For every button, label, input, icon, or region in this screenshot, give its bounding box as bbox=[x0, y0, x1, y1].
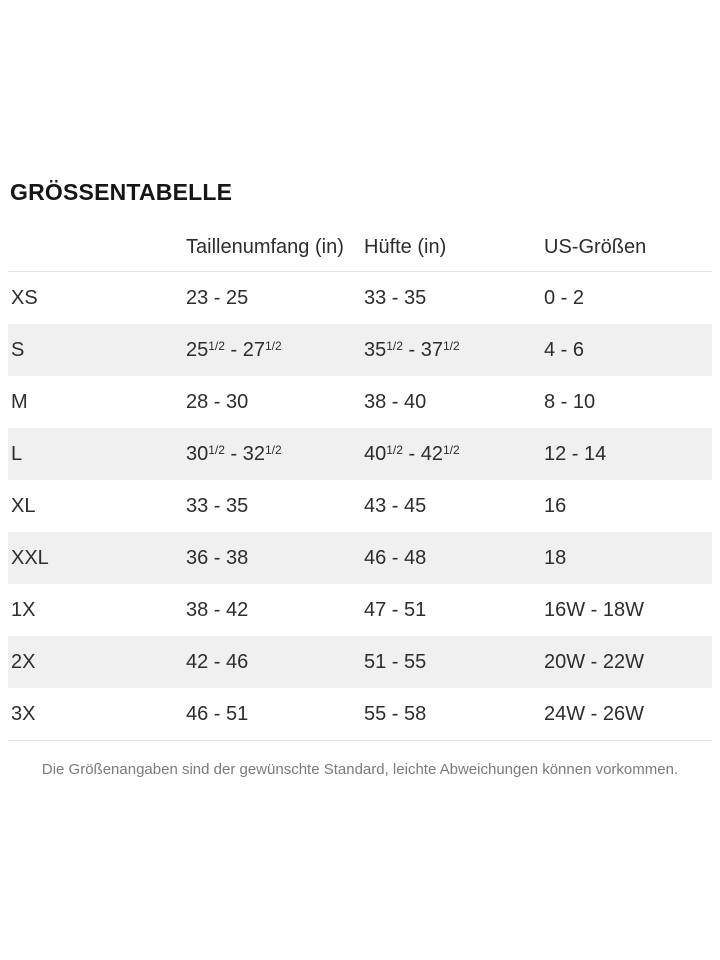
hip-range: 33 - 35 bbox=[364, 286, 427, 309]
us-size-range: 4 - 6 bbox=[544, 338, 585, 361]
waist-range: 36 - 38 bbox=[186, 546, 249, 569]
table-row: XXL 36 - 38 46 - 48 18 bbox=[8, 532, 712, 584]
footer-note: Die Größenangaben sind der gewünschte St… bbox=[41, 761, 679, 778]
size-label: 2X bbox=[11, 650, 36, 673]
waist-range: 42 - 46 bbox=[186, 650, 249, 673]
hip-range: 47 - 51 bbox=[364, 598, 427, 621]
size-label: M bbox=[11, 390, 28, 413]
size-label: S bbox=[11, 338, 25, 361]
waist-range: 301/2 - 321/2 bbox=[186, 442, 282, 465]
size-label: XXL bbox=[11, 546, 49, 569]
waist-range: 33 - 35 bbox=[186, 494, 249, 517]
column-header-hip: Hüfte (in) bbox=[364, 236, 447, 258]
size-table: Taillenumfang (in) Hüfte (in) US-Größen … bbox=[8, 203, 712, 740]
page-title: GRÖSSENTABELLE bbox=[10, 179, 233, 205]
us-size-range: 16 bbox=[544, 494, 567, 517]
us-size-range: 12 - 14 bbox=[544, 442, 607, 465]
size-label: XL bbox=[11, 494, 36, 517]
size-label: 1X bbox=[11, 598, 36, 621]
size-label: 3X bbox=[11, 702, 36, 725]
hip-range: 51 - 55 bbox=[364, 650, 427, 673]
column-header-waist: Taillenumfang (in) bbox=[186, 236, 344, 258]
column-header-us-sizes: US-Größen bbox=[544, 236, 647, 258]
waist-range: 38 - 42 bbox=[186, 598, 249, 621]
size-label: XS bbox=[11, 286, 38, 309]
us-size-range: 16W - 18W bbox=[544, 598, 645, 621]
table-row: 3X 46 - 51 55 - 58 24W - 26W bbox=[8, 688, 712, 740]
hip-range: 351/2 - 371/2 bbox=[364, 338, 460, 361]
waist-range: 46 - 51 bbox=[186, 702, 249, 725]
footer-section: Die Größenangaben sind der gewünschte St… bbox=[8, 740, 712, 779]
hip-range: 46 - 48 bbox=[364, 546, 427, 569]
table-row: 2X 42 - 46 51 - 55 20W - 22W bbox=[8, 636, 712, 688]
table-header-row: Taillenumfang (in) Hüfte (in) US-Größen bbox=[8, 203, 712, 272]
hip-range: 38 - 40 bbox=[364, 390, 427, 413]
table-row: XL 33 - 35 43 - 45 16 bbox=[8, 480, 712, 532]
hip-range: 43 - 45 bbox=[364, 494, 427, 517]
table-row: 1X 38 - 42 47 - 51 16W - 18W bbox=[8, 584, 712, 636]
us-size-range: 0 - 2 bbox=[544, 286, 585, 309]
waist-range: 28 - 30 bbox=[186, 390, 249, 413]
size-label: L bbox=[11, 442, 23, 465]
waist-range: 23 - 25 bbox=[186, 286, 249, 309]
table-body: XS 23 - 25 33 - 35 0 - 2 S 251/2 - 271/2… bbox=[8, 272, 712, 740]
waist-range: 251/2 - 271/2 bbox=[186, 338, 282, 361]
table-row: M 28 - 30 38 - 40 8 - 10 bbox=[8, 376, 712, 428]
us-size-range: 24W - 26W bbox=[544, 702, 645, 725]
hip-range: 401/2 - 421/2 bbox=[364, 442, 460, 465]
table-row: S 251/2 - 271/2 351/2 - 371/2 4 - 6 bbox=[8, 324, 712, 376]
hip-range: 55 - 58 bbox=[364, 702, 427, 725]
us-size-range: 18 bbox=[544, 546, 567, 569]
us-size-range: 8 - 10 bbox=[544, 390, 596, 413]
us-size-range: 20W - 22W bbox=[544, 650, 645, 673]
table-row: L 301/2 - 321/2 401/2 - 421/2 12 - 14 bbox=[8, 428, 712, 480]
table-row: XS 23 - 25 33 - 35 0 - 2 bbox=[8, 272, 712, 324]
